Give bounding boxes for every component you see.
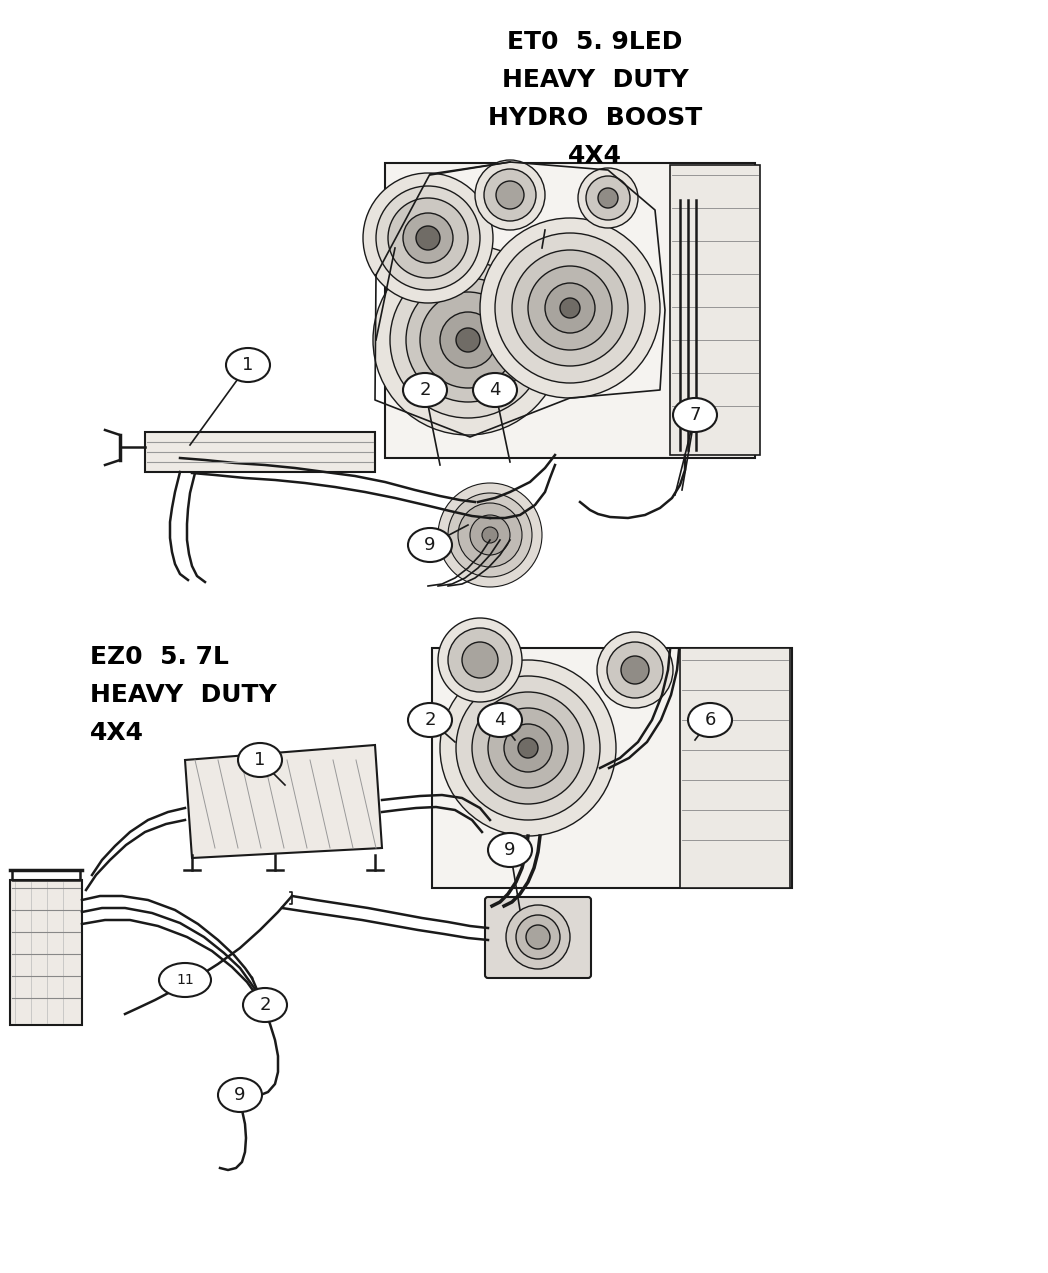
FancyBboxPatch shape bbox=[485, 897, 591, 978]
Circle shape bbox=[482, 527, 498, 544]
Circle shape bbox=[440, 312, 496, 368]
Ellipse shape bbox=[673, 398, 717, 432]
Circle shape bbox=[475, 160, 545, 230]
Ellipse shape bbox=[159, 962, 211, 997]
Text: HYDRO  BOOST: HYDRO BOOST bbox=[488, 106, 702, 130]
FancyBboxPatch shape bbox=[680, 648, 790, 889]
Circle shape bbox=[472, 693, 584, 805]
Text: 9: 9 bbox=[235, 1086, 245, 1104]
Ellipse shape bbox=[473, 373, 517, 407]
Circle shape bbox=[528, 266, 612, 350]
Circle shape bbox=[518, 738, 538, 757]
Ellipse shape bbox=[243, 988, 287, 1022]
Circle shape bbox=[495, 233, 645, 383]
Text: 2: 2 bbox=[419, 381, 431, 398]
Circle shape bbox=[607, 642, 663, 698]
Text: HEAVY  DUTY: HEAVY DUTY bbox=[502, 67, 689, 92]
Circle shape bbox=[578, 168, 638, 228]
Circle shape bbox=[516, 915, 560, 959]
Circle shape bbox=[504, 724, 552, 771]
FancyBboxPatch shape bbox=[145, 432, 375, 472]
Text: 1: 1 bbox=[242, 356, 254, 374]
Ellipse shape bbox=[218, 1078, 262, 1113]
Text: 9: 9 bbox=[504, 841, 516, 859]
Ellipse shape bbox=[226, 348, 270, 382]
Text: 7: 7 bbox=[690, 406, 701, 424]
FancyBboxPatch shape bbox=[10, 880, 82, 1025]
Ellipse shape bbox=[238, 743, 282, 777]
Text: 4X4: 4X4 bbox=[90, 721, 144, 745]
Polygon shape bbox=[185, 745, 383, 858]
Circle shape bbox=[560, 298, 580, 318]
Text: 1: 1 bbox=[255, 751, 266, 769]
Text: EZ0  5. 7L: EZ0 5. 7L bbox=[90, 645, 228, 670]
Circle shape bbox=[470, 516, 510, 555]
Text: HEAVY  DUTY: HEAVY DUTY bbox=[90, 684, 277, 707]
Circle shape bbox=[406, 278, 530, 402]
Circle shape bbox=[438, 482, 542, 587]
Circle shape bbox=[440, 659, 616, 836]
Circle shape bbox=[390, 262, 546, 418]
Circle shape bbox=[480, 218, 660, 398]
Circle shape bbox=[506, 905, 570, 969]
Text: 6: 6 bbox=[704, 712, 716, 729]
Circle shape bbox=[462, 642, 498, 679]
Circle shape bbox=[621, 656, 649, 684]
Circle shape bbox=[456, 676, 601, 820]
Text: 2: 2 bbox=[259, 995, 270, 1015]
Circle shape bbox=[488, 708, 568, 788]
FancyBboxPatch shape bbox=[432, 648, 792, 889]
FancyBboxPatch shape bbox=[670, 165, 760, 454]
Circle shape bbox=[373, 244, 563, 435]
Ellipse shape bbox=[478, 703, 522, 737]
Text: 4: 4 bbox=[495, 712, 506, 729]
FancyBboxPatch shape bbox=[385, 163, 755, 458]
Circle shape bbox=[416, 227, 440, 250]
Text: 4: 4 bbox=[489, 381, 501, 398]
Circle shape bbox=[376, 186, 480, 290]
Text: 9: 9 bbox=[424, 536, 436, 554]
Circle shape bbox=[363, 173, 493, 303]
Circle shape bbox=[598, 188, 618, 207]
Circle shape bbox=[496, 181, 524, 209]
Circle shape bbox=[456, 328, 480, 353]
Ellipse shape bbox=[408, 528, 452, 561]
Ellipse shape bbox=[408, 703, 452, 737]
Circle shape bbox=[545, 283, 595, 334]
Ellipse shape bbox=[687, 703, 732, 737]
Circle shape bbox=[586, 176, 630, 220]
Circle shape bbox=[512, 250, 628, 367]
Circle shape bbox=[438, 617, 522, 701]
Text: 2: 2 bbox=[424, 712, 436, 729]
Circle shape bbox=[447, 628, 512, 693]
Ellipse shape bbox=[403, 373, 447, 407]
Ellipse shape bbox=[488, 833, 532, 867]
Text: 4X4: 4X4 bbox=[568, 144, 623, 168]
Circle shape bbox=[526, 925, 550, 948]
Circle shape bbox=[420, 292, 516, 388]
Circle shape bbox=[388, 199, 468, 278]
Circle shape bbox=[484, 169, 536, 222]
Circle shape bbox=[447, 493, 532, 577]
Text: 11: 11 bbox=[176, 973, 194, 987]
Circle shape bbox=[458, 503, 522, 566]
Circle shape bbox=[597, 631, 673, 708]
Text: ET0  5. 9LED: ET0 5. 9LED bbox=[507, 31, 682, 53]
Circle shape bbox=[403, 213, 453, 264]
